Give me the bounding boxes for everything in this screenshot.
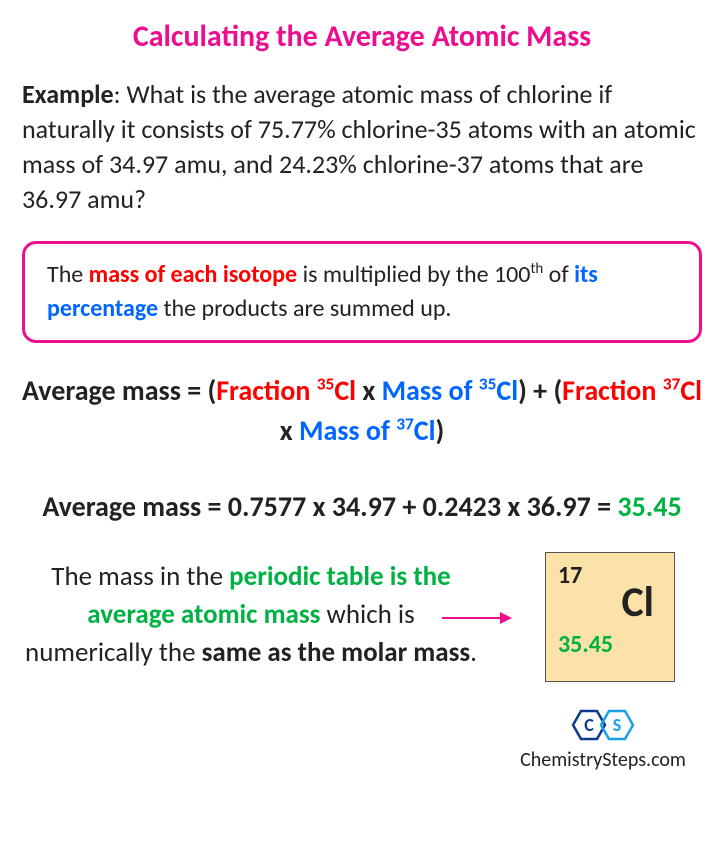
rule-sup: th — [530, 259, 543, 277]
f1-frac37: Fraction 37Cl — [562, 373, 702, 408]
f2-lead: Average mass = 0.7577 x 34.97 + 0.2423 x… — [42, 489, 617, 524]
atomic-number: 17 — [558, 561, 582, 590]
rule-p3: of — [543, 260, 574, 289]
bottom-row: The mass in the periodic table is the av… — [22, 552, 702, 772]
svg-text:S: S — [613, 714, 622, 736]
page-title: Calculating the Average Atomic Mass — [22, 18, 702, 55]
rule-red: mass of each isotope — [89, 260, 297, 289]
conclusion-text: The mass in the periodic table is the av… — [22, 552, 480, 673]
f2-result: 35.45 — [617, 489, 681, 524]
element-symbol: Cl — [621, 577, 654, 628]
rule-p1: The — [47, 260, 89, 289]
f1-mass35: Mass of 35Cl — [382, 373, 519, 408]
f1-lead: Average mass = ( — [22, 373, 216, 408]
periodic-element-tile: 17 Cl 35.45 — [545, 552, 675, 682]
example-label: Example — [22, 78, 114, 110]
right-column: 17 Cl 35.45 C S ChemistrySteps.com — [492, 552, 702, 772]
f1-close: ) — [436, 413, 445, 448]
site-logo: C S ChemistrySteps.com — [520, 706, 686, 772]
svg-text:C: C — [584, 714, 594, 736]
rule-box: The mass of each isotope is multiplied b… — [22, 241, 702, 342]
f1-x2: x — [280, 413, 299, 448]
example-text: Example: What is the average atomic mass… — [22, 77, 702, 217]
f1-x1: x — [356, 373, 382, 408]
f1-frac35: Fraction 35Cl — [216, 373, 356, 408]
rule-p2: is multiplied by the 100 — [297, 260, 530, 289]
element-mass: 35.45 — [558, 630, 613, 659]
conc-bold: same as the molar mass — [202, 636, 470, 669]
example-body: : What is the average atomic mass of chl… — [22, 78, 696, 215]
arrow-icon — [440, 606, 512, 635]
formula-symbolic: Average mass = (Fraction 35Cl x Mass of … — [22, 371, 702, 452]
f1-plus: ) + ( — [518, 373, 562, 408]
rule-p4: the products are summed up. — [158, 294, 451, 323]
site-name: ChemistrySteps.com — [520, 748, 686, 772]
f1-mass37: Mass of 37Cl — [299, 413, 436, 448]
conc-p1: The mass in the — [51, 560, 229, 593]
conc-p3: . — [470, 636, 477, 669]
formula-numeric: Average mass = 0.7577 x 34.97 + 0.2423 x… — [22, 486, 702, 528]
logo-hexagons-icon: C S — [563, 706, 643, 744]
